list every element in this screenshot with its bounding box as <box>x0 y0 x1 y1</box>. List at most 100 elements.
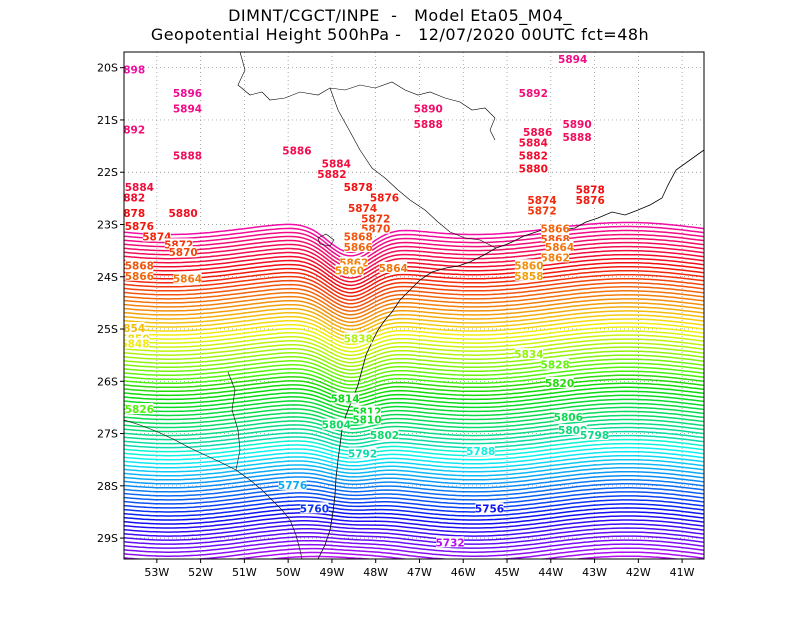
contour-label-text: 5880 <box>519 164 548 176</box>
contour-label: 5792 <box>348 447 377 460</box>
contour-label: 5892 <box>519 86 548 100</box>
contour-label-text: 5810 <box>352 414 381 426</box>
contour-label-text: 5890 <box>562 119 591 131</box>
contour-label-text: 5760 <box>300 503 329 515</box>
contour-line <box>124 318 704 342</box>
lon-tick-label: 46W <box>451 566 476 579</box>
contour-line <box>124 350 704 371</box>
contour-label-bg <box>523 126 552 138</box>
contour-line <box>124 334 704 357</box>
contour-label: 5854 <box>124 322 145 335</box>
contour-label-text: 5788 <box>466 446 495 458</box>
lon-tick-label: 52W <box>188 566 213 579</box>
contour-label-bg <box>124 322 145 334</box>
contour-label: 5886 <box>282 144 312 157</box>
contour-label-text: 5876 <box>576 195 605 207</box>
contour-label-bg <box>125 403 154 415</box>
contour-label-text: 5882 <box>317 169 346 181</box>
contour-label-text: 5866 <box>344 242 373 254</box>
contour-line <box>124 338 704 360</box>
contour-line <box>124 229 704 261</box>
contour-label-bg <box>352 413 381 425</box>
contour-line <box>124 225 704 257</box>
map-title-line1: DIMNT/CGCT/INPE - Model Eta05_M04_ <box>228 6 572 25</box>
contour-line <box>124 458 704 473</box>
contour-line <box>124 523 704 537</box>
lon-tick-label: 43W <box>582 566 607 579</box>
contour-label-text: 5866 <box>541 224 570 236</box>
contour-label: 5878 <box>576 183 605 197</box>
lon-tick-label: 49W <box>319 566 344 579</box>
map-frame <box>123 51 705 560</box>
contour-label-text: 5894 <box>173 103 202 115</box>
contour-line <box>124 402 704 419</box>
contour-label: 5888 <box>414 118 443 131</box>
contour-line <box>124 253 704 283</box>
contour-label: 5874 <box>142 230 171 244</box>
lon-tick-label: 53W <box>144 566 169 579</box>
contour-label-text: 5800 <box>558 425 587 437</box>
contour-label: 5732 <box>435 536 465 549</box>
contour-label: 5868 <box>125 259 154 272</box>
contour-line <box>124 221 704 253</box>
contour-label-text: 5886 <box>523 127 552 139</box>
contour-label-bg <box>331 392 360 404</box>
contour-label: 5882 <box>317 167 347 181</box>
contour-line <box>124 442 704 457</box>
contour-labels: 5898589658945894589258925890589058885888… <box>116 52 609 549</box>
contour-label-text: 5892 <box>116 124 145 136</box>
contour-label-bg <box>576 183 605 195</box>
contour-line <box>124 378 704 397</box>
contour-line <box>124 314 704 338</box>
contour-label: 5814 <box>330 392 360 406</box>
contour-line <box>124 269 704 298</box>
contour-line <box>124 487 704 501</box>
contour-label-bg <box>514 269 543 281</box>
contour-label: 5876 <box>125 220 154 233</box>
contour-label: 5858 <box>514 269 544 283</box>
contour-label: 5876 <box>576 193 605 207</box>
contour-label-text: 5872 <box>361 213 390 225</box>
contour-line <box>124 386 704 404</box>
contour-label-text: 5862 <box>541 252 570 264</box>
contour-label-text: 5888 <box>562 132 591 144</box>
contour-label: 5788 <box>466 444 495 458</box>
contour-label-bg <box>344 180 373 192</box>
contour-label: 5868 <box>344 230 373 244</box>
contour-label-bg <box>414 102 443 114</box>
contour-label-text: 5804 <box>322 420 351 432</box>
contour-label-bg <box>124 207 145 219</box>
contour-label-text: 5892 <box>519 88 548 100</box>
contour-label-bg <box>300 502 329 514</box>
contour-label-bg <box>563 118 592 130</box>
contour-line <box>232 551 704 559</box>
contour-line <box>124 358 704 379</box>
contour-label-text: 5864 <box>173 273 202 285</box>
contour-label-bg <box>370 429 399 441</box>
map-title-line2: Geopotential Height 500hPa - 12/07/2020 … <box>150 25 650 44</box>
contour-label-text: 5868 <box>344 232 373 244</box>
contour-line <box>124 535 704 549</box>
contour-label-bg <box>124 191 145 203</box>
contour-label-text: 5864 <box>379 263 408 275</box>
lat-tick-label: 22S <box>97 166 118 179</box>
contour-label: 5864 <box>545 241 574 254</box>
contour-line <box>124 495 704 509</box>
contour-label-bg <box>344 241 373 253</box>
contour-label-bg <box>519 162 548 174</box>
contour-line <box>124 354 704 375</box>
contour-label-bg <box>541 251 570 263</box>
contour-label: 5802 <box>370 429 399 442</box>
contour-label-text: 5898 <box>116 64 145 76</box>
lat-tick-labels: 20S 21S 22S 23S 24S 25S 26S 27S 28S 29S <box>97 62 124 545</box>
contour-label-bg <box>169 207 198 219</box>
contour-label-text: 5878 <box>116 208 145 220</box>
contour-label-text: 5798 <box>580 430 609 442</box>
contour-line <box>265 555 684 559</box>
lat-lon-grid <box>124 52 704 559</box>
contour-label: 5826 <box>125 403 154 416</box>
contour-label: 5884 <box>322 157 351 170</box>
lon-tick-label: 44W <box>538 566 563 579</box>
contour-label-bg <box>528 204 557 216</box>
